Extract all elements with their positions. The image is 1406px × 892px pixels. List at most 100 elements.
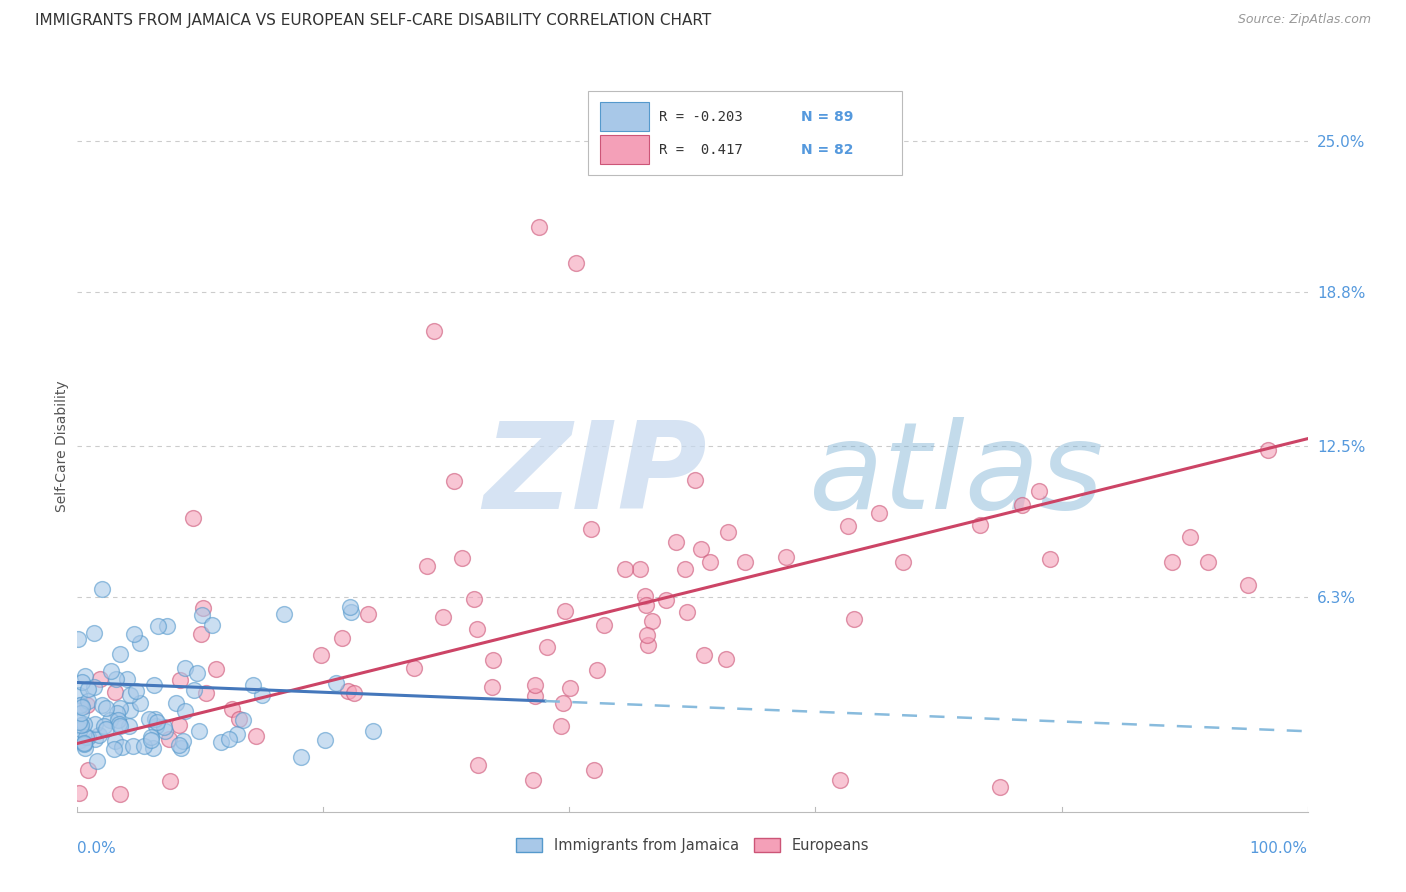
Point (77, 682, 100, 697)
Point (72, 716, 94, 731)
Point (628, 562, 651, 576)
Point (273, 607, 295, 621)
Point (67, 715, 90, 730)
Point (830, 772, 852, 787)
Point (242, 678, 264, 692)
Point (343, 686, 366, 700)
Point (218, 732, 240, 747)
Point (969, 518, 991, 533)
Point (221, 702, 243, 716)
Point (1197, 556, 1219, 570)
Point (159, 773, 181, 788)
Point (156, 619, 179, 633)
Point (690, 541, 713, 556)
Point (69, 698, 91, 712)
Point (148, 619, 170, 633)
Point (83, 681, 105, 695)
Point (467, 758, 489, 772)
Point (586, 663, 609, 677)
Point (522, 772, 544, 787)
Legend: Immigrants from Jamaica, Europeans: Immigrants from Jamaica, Europeans (510, 832, 875, 859)
Point (339, 599, 361, 614)
Point (554, 604, 576, 618)
Point (93, 718, 115, 732)
Point (558, 681, 581, 695)
Point (69, 706, 91, 720)
Point (837, 519, 859, 533)
Point (655, 592, 678, 607)
Point (443, 474, 465, 488)
Point (145, 712, 167, 726)
Point (83, 625, 105, 640)
Point (665, 535, 688, 549)
Point (76, 730, 98, 744)
Point (103, 734, 125, 748)
Point (673, 562, 696, 576)
Text: N = 89: N = 89 (801, 110, 853, 124)
Point (107, 717, 129, 731)
Point (67, 688, 90, 702)
Point (613, 562, 636, 576)
Point (188, 723, 211, 738)
FancyBboxPatch shape (600, 103, 650, 131)
Point (69, 722, 91, 736)
Point (415, 558, 437, 573)
Point (69, 718, 91, 732)
Point (250, 688, 273, 702)
Point (1257, 443, 1279, 458)
FancyBboxPatch shape (588, 91, 901, 176)
Point (105, 706, 128, 721)
Point (1011, 499, 1033, 513)
Point (100, 664, 122, 678)
Point (775, 550, 797, 565)
Y-axis label: Self-Care Disability: Self-Care Disability (55, 380, 69, 512)
Point (634, 598, 657, 612)
Point (73, 740, 96, 755)
Point (157, 732, 180, 747)
Point (734, 555, 756, 569)
Point (842, 612, 865, 626)
Point (451, 550, 474, 565)
Point (103, 742, 125, 756)
Point (77, 694, 100, 708)
Point (676, 605, 699, 619)
Point (75, 669, 97, 683)
Point (717, 524, 740, 539)
Text: atlas: atlas (810, 417, 1105, 533)
Point (89, 728, 111, 742)
Point (340, 605, 363, 619)
Point (73, 736, 96, 750)
Point (463, 592, 485, 607)
Point (128, 696, 150, 710)
Text: R = -0.203: R = -0.203 (659, 110, 742, 124)
Point (73, 737, 96, 751)
Point (128, 636, 150, 650)
Point (83, 732, 105, 747)
Point (98, 713, 121, 727)
Point (423, 325, 446, 339)
Point (69, 698, 91, 712)
Point (482, 653, 505, 667)
Point (550, 719, 572, 733)
Point (325, 676, 347, 690)
Text: IMMIGRANTS FROM JAMAICA VS EUROPEAN SELF-CARE DISABILITY CORRELATION CHART: IMMIGRANTS FROM JAMAICA VS EUROPEAN SELF… (35, 13, 711, 29)
Point (122, 739, 145, 753)
Point (76, 698, 98, 712)
Point (1028, 484, 1050, 499)
Point (868, 506, 890, 520)
Point (636, 628, 658, 642)
Point (1161, 555, 1184, 569)
Point (108, 787, 131, 801)
Point (1038, 552, 1060, 566)
Point (172, 734, 194, 748)
Point (145, 719, 167, 733)
Point (641, 614, 664, 628)
Point (228, 712, 250, 726)
Point (465, 622, 488, 636)
Point (70, 700, 93, 714)
Point (583, 764, 606, 778)
Point (481, 680, 503, 694)
Point (75, 730, 97, 744)
Point (205, 662, 228, 676)
Point (89, 672, 111, 686)
